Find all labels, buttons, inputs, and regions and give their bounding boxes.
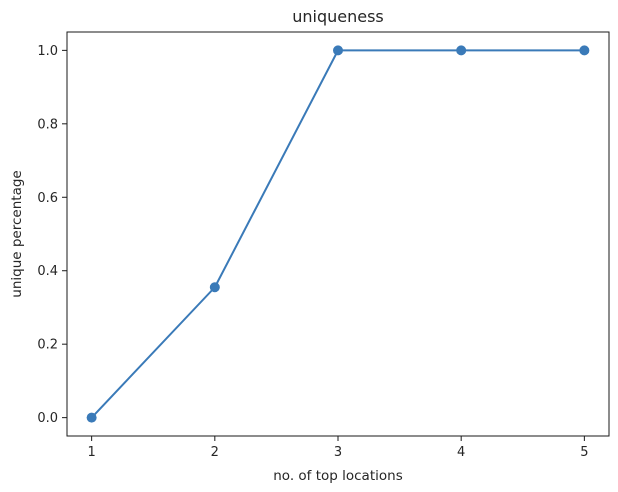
y-tick-label: 0.6: [37, 191, 58, 206]
series-line: [90, 49, 586, 419]
y-tick-label: 0.8: [37, 117, 58, 132]
x-tick-label: 5: [580, 445, 588, 460]
x-tick-label: 3: [334, 445, 342, 460]
y-tick-label: 0.2: [37, 338, 58, 353]
chart-title: uniqueness: [292, 7, 384, 26]
y-tick-label: 0.4: [37, 264, 58, 279]
x-axis-label: no. of top locations: [273, 468, 402, 484]
data-point: [579, 45, 590, 56]
x-axis: 1 2 3 4 5: [87, 436, 589, 460]
series-layer: [86, 45, 590, 423]
x-tick-label: 2: [211, 445, 219, 460]
data-point: [86, 412, 97, 423]
data-point: [333, 45, 343, 56]
data-point: [209, 282, 220, 293]
x-tick-label: 1: [87, 445, 95, 460]
data-point: [456, 45, 467, 56]
x-tick-label: 4: [457, 445, 465, 460]
plot-area: [66, 31, 610, 437]
y-axis: 0.0 0.2 0.4 0.6 0.8 1.0: [37, 44, 67, 426]
y-axis-label: unique percentage: [9, 170, 25, 297]
y-tick-label: 0.0: [37, 411, 58, 426]
y-tick-label: 1.0: [37, 44, 58, 59]
